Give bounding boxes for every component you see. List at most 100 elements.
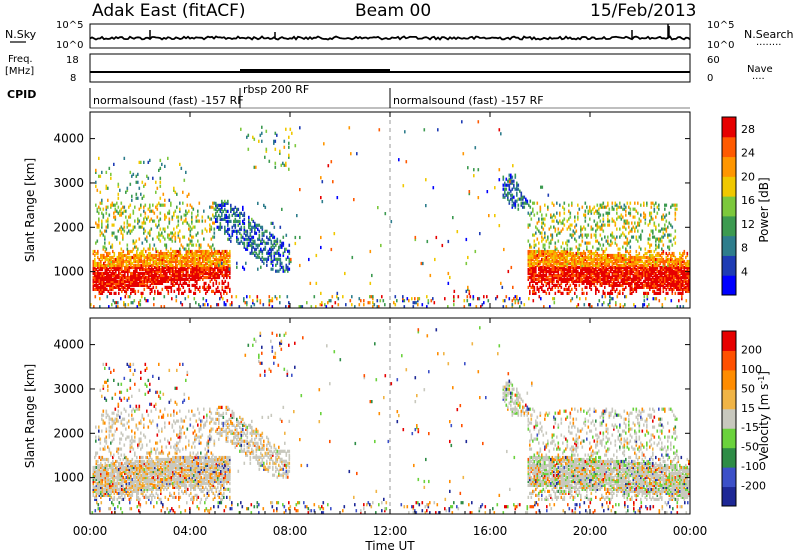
data-cell <box>246 245 249 249</box>
data-cell <box>182 259 185 264</box>
data-cell <box>658 299 661 303</box>
data-cell <box>116 259 119 264</box>
data-cell <box>602 267 605 272</box>
data-cell <box>207 215 210 219</box>
data-cell <box>142 259 144 264</box>
data-cell <box>658 269 660 274</box>
data-cell <box>553 277 555 281</box>
data-cell <box>625 213 627 217</box>
data-cell <box>656 279 659 283</box>
data-cell <box>125 265 128 270</box>
data-cell <box>188 275 191 280</box>
data-cell <box>589 281 591 285</box>
data-cell <box>146 271 149 276</box>
data-cell <box>457 295 460 299</box>
data-cell <box>599 225 602 229</box>
data-cell <box>92 287 95 291</box>
data-cell <box>426 239 429 244</box>
data-cell <box>502 299 505 303</box>
data-cell <box>608 283 611 287</box>
data-cell <box>215 201 217 205</box>
data-cell <box>572 251 575 256</box>
data-cell <box>503 247 505 252</box>
data-cell <box>136 263 138 268</box>
data-cell <box>97 251 99 256</box>
data-cell <box>112 255 114 260</box>
data-cell <box>179 273 182 278</box>
data-cell <box>134 281 137 285</box>
data-cell <box>569 215 572 219</box>
data-cell <box>251 229 253 233</box>
data-cell <box>662 279 665 283</box>
data-cell <box>619 305 622 309</box>
data-cell <box>674 241 677 245</box>
data-cell <box>133 255 135 260</box>
data-cell <box>152 203 154 207</box>
data-cell <box>212 281 215 285</box>
data-cell <box>182 263 185 268</box>
data-cell <box>233 207 235 211</box>
data-cell <box>178 249 180 254</box>
data-cell <box>596 275 599 280</box>
data-cell <box>673 283 675 287</box>
data-cell <box>112 259 114 264</box>
data-cell <box>92 277 95 281</box>
data-cell <box>256 295 259 299</box>
data-cell <box>133 283 135 287</box>
data-cell <box>607 279 609 283</box>
data-cell <box>658 223 660 227</box>
data-cell <box>160 281 162 285</box>
data-cell <box>207 303 209 307</box>
data-cell <box>183 213 186 217</box>
data-cell <box>110 245 112 249</box>
data-cell <box>523 303 526 307</box>
data-cell <box>159 180 162 184</box>
data-cell <box>113 257 116 262</box>
data-cell <box>529 261 531 266</box>
data-cell <box>655 285 657 289</box>
data-cell <box>119 263 122 268</box>
nsearch-label: N.Search <box>744 28 794 41</box>
data-cell <box>568 259 570 264</box>
data-cell <box>227 229 229 233</box>
data-cell <box>276 133 278 137</box>
data-cell <box>670 233 672 237</box>
data-cell <box>221 203 223 207</box>
data-cell <box>596 259 599 264</box>
data-cell <box>189 239 192 243</box>
data-cell <box>616 283 618 287</box>
data-cell <box>650 285 653 289</box>
data-cell <box>590 283 593 287</box>
data-cell <box>550 287 552 291</box>
data-cell <box>560 271 563 276</box>
data-cell <box>617 283 620 287</box>
cpid-segment-label: normalsound (fast) -157 RF <box>93 94 244 107</box>
data-cell <box>668 221 671 225</box>
data-cell <box>279 263 282 267</box>
data-cell <box>109 251 111 256</box>
data-cell <box>98 263 101 268</box>
data-cell <box>631 285 633 289</box>
data-cell <box>643 261 645 266</box>
data-cell <box>148 265 150 270</box>
data-cell <box>139 255 141 260</box>
data-cell <box>101 279 104 283</box>
data-cell <box>194 261 197 266</box>
data-cell <box>611 259 614 264</box>
data-cell <box>223 275 225 280</box>
freq-left-tick-high: 18 <box>66 55 79 66</box>
data-cell <box>571 287 573 291</box>
data-cell <box>94 249 96 254</box>
data-cell <box>182 269 185 274</box>
data-cell <box>139 275 141 280</box>
data-cell <box>581 233 584 237</box>
data-cell <box>122 287 125 291</box>
data-cell <box>685 265 687 270</box>
data-cell <box>634 229 636 233</box>
data-cell <box>572 255 575 260</box>
data-cell <box>580 279 582 283</box>
data-cell <box>602 261 605 266</box>
data-cell <box>532 285 534 289</box>
data-cell <box>565 257 567 262</box>
data-cell <box>196 251 198 256</box>
